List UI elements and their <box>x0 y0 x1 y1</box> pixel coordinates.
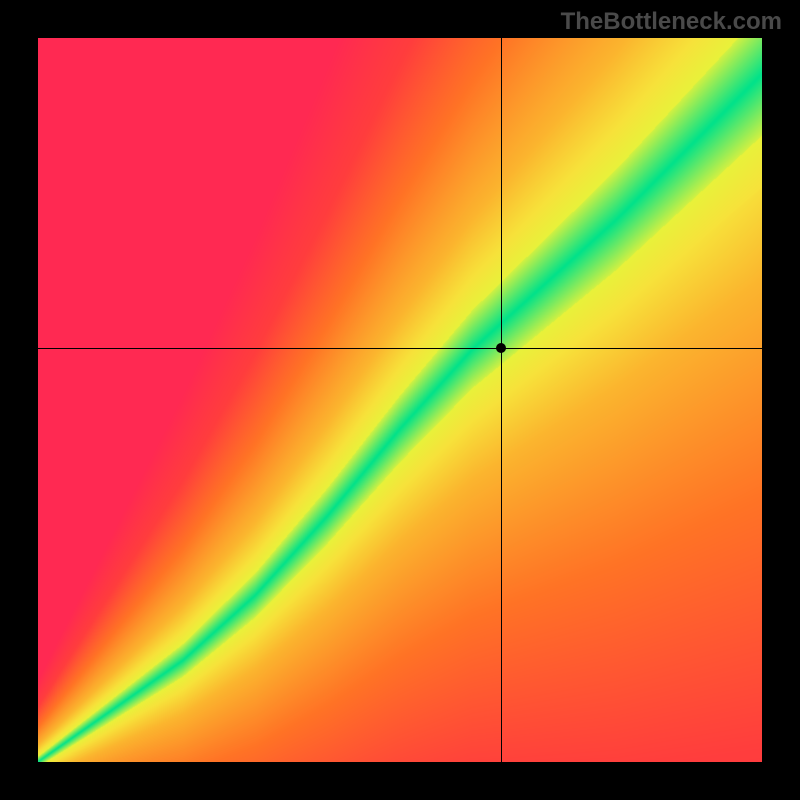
heatmap-canvas <box>38 38 762 762</box>
watermark-text: TheBottleneck.com <box>561 8 782 36</box>
crosshair-horizontal <box>38 348 762 349</box>
crosshair-vertical <box>501 38 502 762</box>
data-point-marker <box>496 343 506 353</box>
chart-container: TheBottleneck.com <box>0 0 800 800</box>
chart-inner <box>38 38 762 762</box>
